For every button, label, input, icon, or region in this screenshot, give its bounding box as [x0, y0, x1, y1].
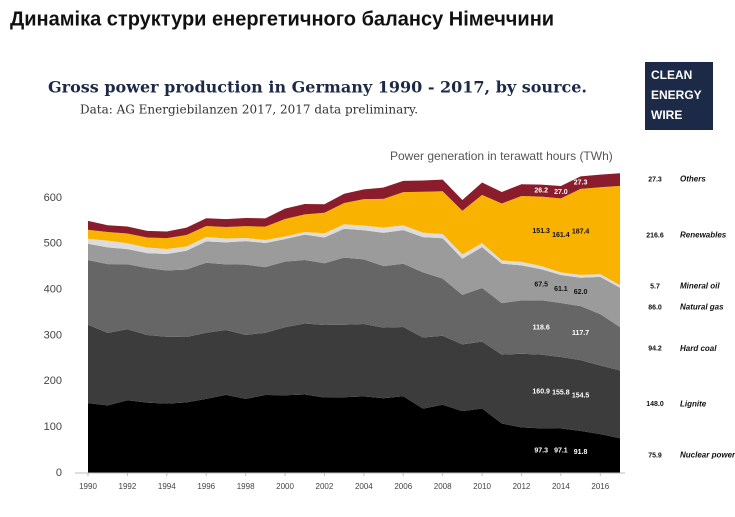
area [88, 323, 620, 439]
x-tick-label: 2012 [513, 482, 531, 491]
data-label: 118.6 [533, 324, 550, 331]
area [88, 224, 620, 288]
area [88, 185, 620, 286]
data-label: 91.8 [574, 449, 588, 456]
data-label: 154.5 [572, 392, 590, 399]
x-tick-label: 1998 [237, 482, 255, 491]
data-label: 216.6 [646, 232, 664, 239]
area [88, 394, 620, 473]
data-label: 27.0 [554, 189, 568, 196]
x-tick-label: 2014 [552, 482, 570, 491]
x-tick-label: 2002 [316, 482, 334, 491]
legend-label: Others [680, 175, 706, 184]
logo: CLEAN ENERGY WIRE [645, 62, 713, 130]
x-tick-label: 2016 [591, 482, 609, 491]
y-tick-label: 500 [44, 238, 62, 250]
y-tick-label: 100 [44, 421, 62, 433]
area [88, 257, 620, 371]
data-label: 67.5 [534, 282, 548, 289]
data-label: 160.9 [532, 388, 550, 395]
area [88, 228, 620, 328]
data-label: 27.3 [648, 176, 662, 183]
data-label: 86.0 [648, 304, 662, 311]
x-tick-label: 2008 [434, 482, 452, 491]
chart-subtitle: Data: AG Energiebilanzen 2017, 2017 data… [80, 103, 418, 117]
legend-label: Mineral oil [680, 282, 720, 291]
x-tick-label: 1994 [158, 482, 176, 491]
logo-text: ENERGY [651, 88, 702, 102]
data-label: 148.0 [646, 401, 664, 408]
data-label: 97.1 [554, 448, 568, 455]
legend-label: Lignite [680, 399, 707, 408]
y-tick-label: 200 [44, 375, 62, 387]
legend-label: Natural gas [680, 303, 724, 312]
data-label: 27.3 [574, 180, 588, 187]
data-label: 117.7 [572, 330, 589, 337]
legend-label: Renewables [680, 231, 727, 240]
x-tick-label: 1996 [197, 482, 215, 491]
y-axis-label: Power generation in terawatt hours (TWh) [390, 149, 613, 163]
x-tick-label: 2004 [355, 482, 373, 491]
y-tick-label: 400 [44, 284, 62, 296]
y-tick-label: 600 [44, 192, 62, 204]
area [88, 173, 620, 239]
x-tick-label: 2010 [473, 482, 491, 491]
x-tick-label: 1990 [79, 482, 97, 491]
x-tick-label: 1992 [119, 482, 137, 491]
y-tick-label: 0 [56, 467, 62, 479]
data-label: 155.8 [552, 390, 570, 397]
chart-title: Gross power production in Germany 1990 -… [48, 78, 587, 97]
data-label: 26.2 [534, 187, 548, 194]
logo-text: WIRE [651, 108, 682, 122]
data-label: 94.2 [648, 346, 662, 353]
x-tick-label: 2000 [276, 482, 294, 491]
data-label: 75.9 [648, 452, 662, 459]
y-tick-label: 300 [44, 329, 62, 341]
data-label: 187.4 [572, 229, 590, 236]
data-label: 5.7 [650, 283, 660, 290]
legend-label: Hard coal [680, 344, 717, 353]
data-label: 61.1 [554, 286, 568, 293]
logo-text: CLEAN [651, 68, 692, 82]
legend-label: Nuclear power [680, 451, 735, 460]
data-label: 161.4 [552, 232, 570, 239]
data-label: 97.3 [534, 448, 548, 455]
page-title: Динаміка структури енергетичного балансу… [10, 8, 554, 30]
data-label: 62.0 [574, 289, 588, 296]
logo-box [645, 62, 713, 130]
data-label: 151.3 [532, 228, 550, 235]
x-tick-label: 2006 [394, 482, 412, 491]
